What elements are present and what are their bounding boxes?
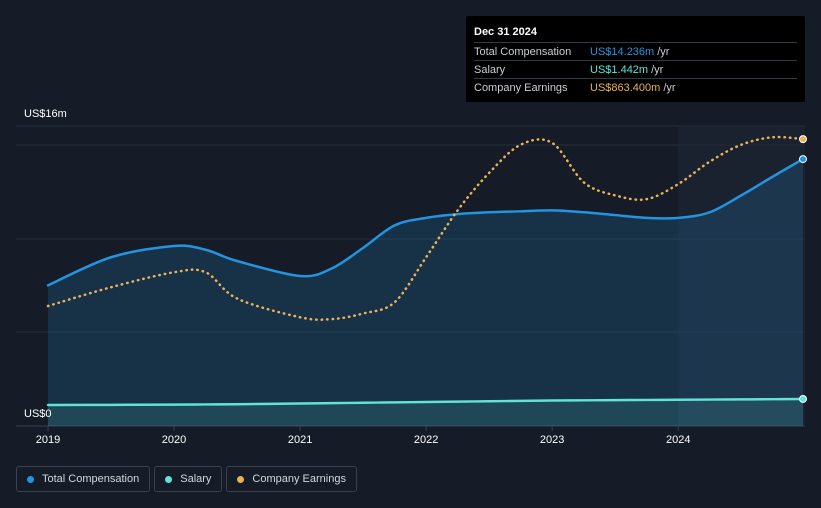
grid-lines [16,125,805,427]
legend-dot-icon [165,475,173,483]
tooltip-label: Salary [474,63,506,76]
chart-legend: Total Compensation Salary Company Earnin… [16,466,357,492]
endpoint-salary [799,394,807,403]
x-tick-label: 2020 [162,434,186,446]
line-salary [46,397,805,407]
tooltip-row-company-earnings: Company Earnings US$863.400m /yr [474,78,797,96]
x-tick-label: 2024 [666,434,690,446]
tooltip-unit: /yr [651,63,664,76]
series-areas [48,159,803,426]
legend-label: Total Compensation [42,473,140,485]
legend-item-total-compensation[interactable]: Total Compensation [16,466,151,492]
y-axis-top-label: US$16m [24,108,67,120]
y-axis-bottom-label: US$0 [24,408,52,420]
tooltip-value: US$863.400m [590,81,661,94]
data-tooltip: Dec 31 2024 Total Compensation US$14.236… [466,16,805,102]
highlight-region [678,126,805,426]
line-total-compensation [46,157,805,287]
tooltip-row-total-compensation: Total Compensation US$14.236m /yr [474,42,797,60]
tooltip-row-salary: Salary US$1.442m /yr [474,60,797,78]
series-lines [46,135,807,407]
area-total-compensation [48,159,803,426]
legend-label: Salary [180,473,212,485]
endpoint-total-compensation [799,155,807,164]
area-salary [48,398,803,426]
line-company-earnings [46,135,805,321]
legend-item-company-earnings[interactable]: Company Earnings [226,466,357,492]
endpoint-company-earnings [799,135,807,144]
legend-dot-icon [27,475,34,483]
x-axis-ticks: 2019 2020 2021 2022 2023 2024 [36,426,690,446]
tooltip-value: US$14.236m [590,45,655,58]
x-tick-label: 2022 [414,434,438,446]
legend-dot-icon [237,475,245,483]
x-tick-label: 2019 [36,434,60,446]
legend-label: Company Earnings [252,473,346,485]
tooltip-label: Company Earnings [474,81,568,94]
tooltip-label: Total Compensation [474,45,572,58]
tooltip-unit: /yr [663,81,676,94]
forecast-highlight [678,126,805,426]
legend-item-salary[interactable]: Salary [154,466,223,492]
tooltip-value: US$1.442m [590,63,649,76]
tooltip-unit: /yr [657,45,670,58]
x-tick-label: 2021 [288,434,312,446]
tooltip-date: Dec 31 2024 [474,26,537,38]
x-tick-label: 2023 [540,434,564,446]
